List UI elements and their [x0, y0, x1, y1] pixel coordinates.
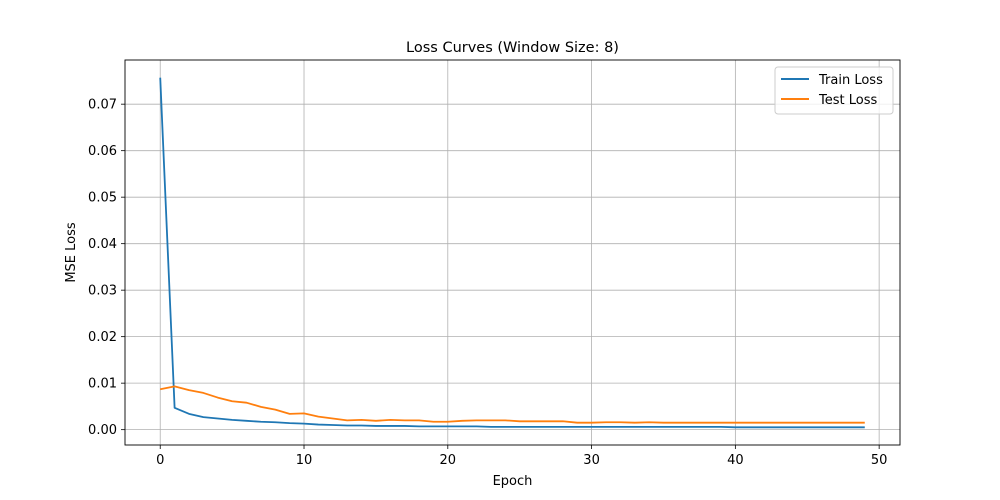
- x-axis-label: Epoch: [493, 474, 533, 489]
- y-axis-label: MSE Loss: [64, 222, 79, 283]
- x-axis-ticks: 0 10 20 30 40 50: [156, 445, 887, 468]
- y-tick-label: 0.03: [88, 284, 117, 299]
- x-tick-label: 10: [296, 453, 313, 468]
- legend: Train Loss Test Loss: [774, 66, 894, 115]
- grid-lines: [125, 60, 900, 445]
- x-tick-label: 0: [156, 453, 164, 468]
- x-tick-label: 30: [583, 453, 600, 468]
- x-tick-label: 40: [727, 453, 744, 468]
- plot-frame: [124, 59, 901, 446]
- series-line-train-loss: [159, 77, 865, 429]
- y-tick-label: 0.02: [88, 330, 117, 345]
- y-axis-ticks: 0.00 0.01 0.02 0.03 0.04 0.05 0.06 0.07: [88, 98, 125, 438]
- legend-label-test-loss: Test Loss: [818, 93, 877, 108]
- y-tick-label: 0.06: [88, 144, 117, 159]
- series-lines: [159, 77, 865, 429]
- y-tick-label: 0.05: [88, 191, 117, 206]
- legend-label-train-loss: Train Loss: [818, 73, 883, 88]
- chart-title: Loss Curves (Window Size: 8): [406, 40, 619, 56]
- y-tick-label: 0.07: [88, 98, 117, 113]
- y-tick-label: 0.01: [88, 377, 117, 392]
- x-tick-label: 50: [871, 453, 888, 468]
- y-tick-label: 0.00: [88, 423, 117, 438]
- y-tick-label: 0.04: [88, 237, 117, 252]
- x-tick-label: 20: [440, 453, 457, 468]
- series-line-test-loss: [160, 385, 865, 424]
